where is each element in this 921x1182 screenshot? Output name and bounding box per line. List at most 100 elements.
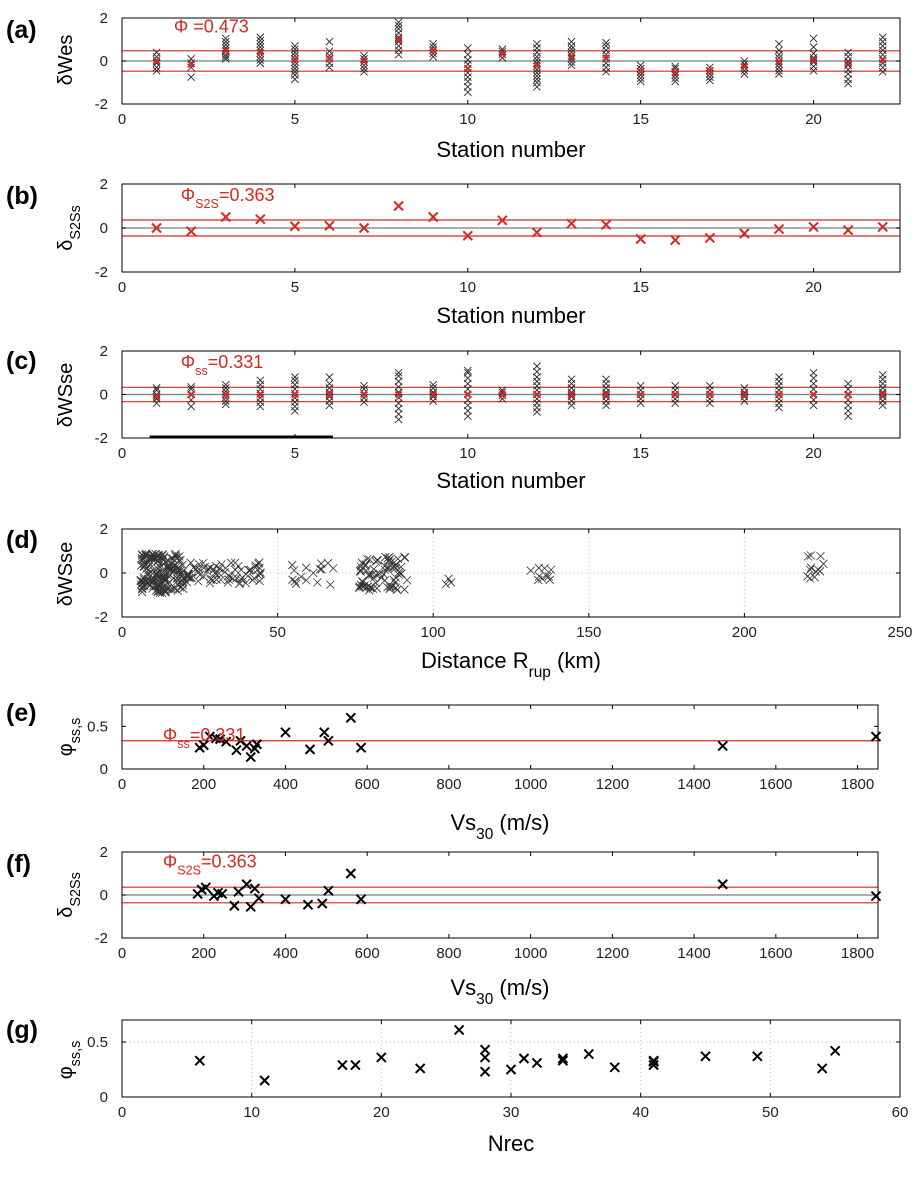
- data-point: [700, 1051, 711, 1062]
- data-point: [355, 894, 367, 905]
- data-point: [216, 888, 228, 900]
- x-tick-label: 40: [632, 1104, 649, 1121]
- data-point: [463, 368, 472, 377]
- data-point: [159, 552, 169, 561]
- x-tick-label: 20: [805, 111, 822, 128]
- data-point: [636, 64, 645, 73]
- data-point: [253, 893, 265, 904]
- x-tick-label: 1000: [514, 776, 547, 793]
- x-tick-label: 600: [355, 776, 380, 793]
- data-point: [636, 74, 645, 83]
- data-point: [394, 29, 403, 37]
- data-point: [388, 582, 397, 592]
- x-tick-label: 0: [118, 1104, 126, 1121]
- data-point: [259, 1075, 270, 1086]
- data-point: [394, 388, 403, 397]
- x-tick-label: 10: [459, 111, 476, 128]
- data-point: [479, 1044, 491, 1055]
- panel-f: (f) 0 200 400 600 800 1000 1200 1400 1600 1800 2 0 -2…: [6, 844, 882, 1008]
- data-point: [671, 381, 680, 390]
- data-point: [636, 381, 645, 390]
- x-tick-label: 50: [762, 1104, 779, 1121]
- data-point: [167, 553, 176, 563]
- data-point: [463, 77, 472, 86]
- data-point: [533, 362, 541, 371]
- data-point: [648, 1056, 659, 1068]
- data-point: [241, 879, 252, 890]
- data-point: [844, 65, 853, 74]
- data-point: [149, 581, 158, 590]
- data-point: [878, 37, 887, 46]
- data-point: [241, 578, 251, 588]
- data-point: [567, 61, 576, 70]
- data-point: [220, 736, 232, 747]
- data-point: [198, 558, 208, 568]
- mean-marker: [360, 390, 368, 399]
- data-point: [533, 48, 541, 57]
- mean-marker: [187, 60, 195, 68]
- data-point: [221, 380, 230, 389]
- data-point: [251, 739, 263, 750]
- data-point: [136, 561, 146, 570]
- x-axis-label: Distance Rrup (km): [421, 648, 601, 681]
- y-axis-label: φss,s: [55, 718, 84, 757]
- data-point: [308, 568, 318, 578]
- data-point: [152, 48, 161, 57]
- data-point: [671, 399, 680, 408]
- x-tick-label: 400: [273, 776, 298, 793]
- data-point: [878, 379, 887, 388]
- x-tick-label: 5: [291, 445, 299, 462]
- data-point: [775, 39, 783, 48]
- data-point: [152, 384, 161, 392]
- panel-label: (d): [6, 526, 38, 554]
- x-tick-label: 0: [118, 279, 126, 296]
- data-point: [809, 401, 818, 410]
- mean-marker: [567, 390, 576, 399]
- data-point: [221, 387, 230, 396]
- mean-marker: [567, 52, 576, 61]
- data-point: [429, 384, 438, 392]
- data-point: [290, 64, 299, 73]
- data-point: [545, 575, 555, 585]
- data-point: [216, 575, 226, 585]
- mean-marker: [809, 56, 818, 64]
- data-point: [878, 33, 887, 42]
- data-point: [671, 77, 680, 86]
- data-point: [805, 565, 815, 575]
- panel-label: (e): [6, 699, 37, 727]
- x-tick-label: 250: [887, 624, 912, 641]
- data-point: [773, 223, 785, 235]
- mean-marker: [706, 390, 714, 399]
- x-axis-label: Vs30 (m/s): [450, 975, 549, 1008]
- data-point: [809, 49, 818, 58]
- mean-marker: [256, 390, 265, 399]
- mean-marker: [879, 56, 887, 64]
- data-point: [636, 61, 645, 70]
- data-points: [192, 868, 882, 913]
- data-point: [245, 751, 256, 763]
- data-point: [178, 580, 187, 590]
- data-point: [345, 868, 357, 879]
- data-point: [362, 582, 372, 592]
- mean-marker: [636, 390, 645, 399]
- mean-marker: [671, 69, 679, 77]
- y-tick-label: 2: [100, 844, 108, 861]
- data-point: [602, 42, 611, 50]
- x-axis-label: Station number: [436, 468, 585, 493]
- data-point: [844, 406, 853, 415]
- data-point: [355, 583, 364, 593]
- data-point: [223, 578, 233, 587]
- data-point: [705, 399, 714, 408]
- data-point: [256, 33, 265, 42]
- x-tick-label: 20: [805, 445, 822, 462]
- mean-marker: [429, 46, 437, 54]
- data-point: [325, 37, 334, 46]
- data-point: [609, 1062, 620, 1073]
- data-point: [345, 712, 357, 724]
- data-point: [567, 401, 576, 410]
- mean-marker: [360, 57, 368, 65]
- data-point: [230, 565, 240, 575]
- y-tick-label: -2: [95, 430, 108, 447]
- data-point: [328, 564, 338, 573]
